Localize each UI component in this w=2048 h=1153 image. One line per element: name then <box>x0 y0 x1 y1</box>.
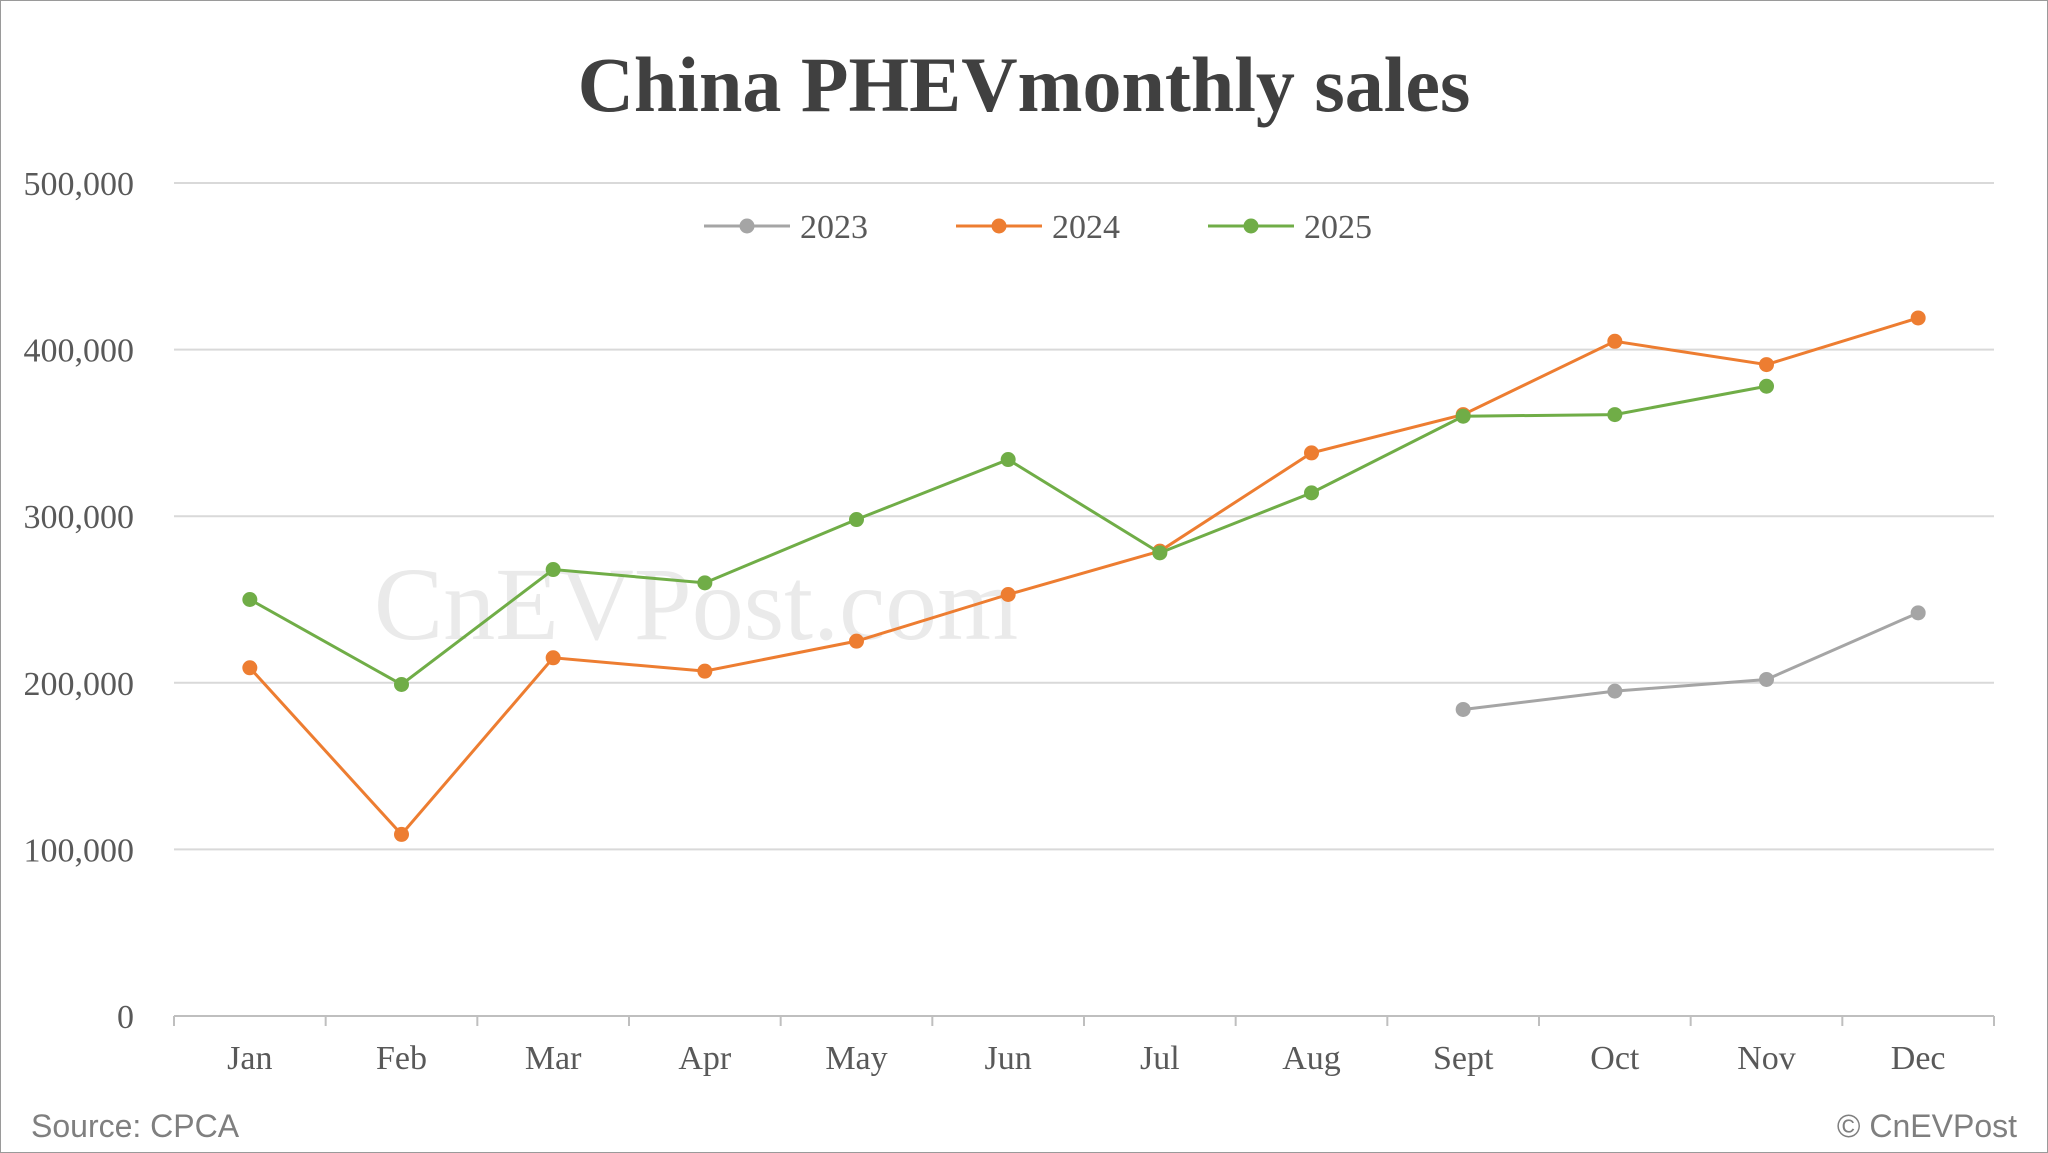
copyright-note: © CnEVPost <box>1837 1108 2017 1144</box>
data-point <box>1152 545 1168 561</box>
x-tick-label: May <box>825 1040 887 1077</box>
data-point <box>394 826 409 842</box>
data-point <box>545 562 561 578</box>
y-tick-label: 400,000 <box>24 333 135 370</box>
data-point <box>697 575 713 591</box>
x-tick-label: Apr <box>678 1040 732 1077</box>
y-tick-label: 200,000 <box>24 666 135 703</box>
data-point <box>1759 378 1774 394</box>
series-2023 <box>1455 605 1926 717</box>
chart-title: China PHEVmonthly sales <box>578 41 1471 128</box>
data-point <box>1607 407 1623 423</box>
legend-item-2025: 2025 <box>1208 209 1372 246</box>
data-point <box>697 663 713 679</box>
legend: 2023 2024 2025 <box>704 209 1372 246</box>
x-tick-label: Sept <box>1433 1040 1494 1077</box>
y-tick-label: 500,000 <box>24 166 135 203</box>
x-axis-tick-labels: Jan Feb Mar Apr May Jun Jul Aug Sept Oct Nov Dec <box>227 1040 1945 1077</box>
legend-label: 2024 <box>1052 209 1120 246</box>
data-point <box>1455 408 1471 424</box>
data-point <box>1304 445 1319 461</box>
x-tick-label: Oct <box>1590 1040 1640 1077</box>
data-point <box>242 660 258 676</box>
legend-label: 2025 <box>1304 209 1372 246</box>
x-tick-label: Mar <box>525 1040 582 1077</box>
x-tick-label: Aug <box>1282 1040 1341 1077</box>
x-tick-label: Feb <box>376 1040 427 1077</box>
legend-marker <box>1243 218 1259 234</box>
x-tick-label: Jul <box>1140 1040 1180 1077</box>
data-point <box>242 592 258 607</box>
data-point <box>394 676 409 692</box>
data-point <box>1607 333 1623 349</box>
x-axis <box>173 1015 1995 1026</box>
y-axis-tick-labels: 0 100,000 200,000 300,000 400,000 500,000 <box>24 166 135 1036</box>
legend-item-2023: 2023 <box>704 209 868 246</box>
watermark: CnEVPost.com <box>374 547 1018 662</box>
gridlines <box>174 182 1994 851</box>
legend-label: 2023 <box>800 209 868 246</box>
x-tick-label: Jun <box>985 1040 1032 1077</box>
x-tick-label: Jan <box>227 1040 272 1077</box>
series-line-2024 <box>248 316 1919 837</box>
data-point <box>545 650 561 666</box>
data-point <box>1759 357 1774 373</box>
legend-marker <box>991 218 1007 234</box>
data-point <box>1304 485 1319 501</box>
series-lines <box>242 310 1926 842</box>
legend-marker <box>739 218 755 234</box>
data-point <box>1455 701 1471 717</box>
data-point <box>849 512 864 528</box>
data-point <box>1910 310 1926 326</box>
x-tick-label: Nov <box>1737 1040 1796 1077</box>
data-point <box>1607 683 1623 699</box>
source-note: Source: CPCA <box>31 1108 240 1144</box>
data-point <box>1910 605 1926 621</box>
data-point <box>1000 587 1016 603</box>
y-tick-label: 300,000 <box>24 499 135 536</box>
y-tick-label: 0 <box>117 999 134 1036</box>
data-point <box>1000 452 1016 468</box>
legend-item-2024: 2024 <box>956 209 1120 246</box>
series-2025 <box>242 378 1774 692</box>
x-tick-label: Dec <box>1891 1040 1946 1077</box>
series-line-2023 <box>1462 611 1919 711</box>
data-point <box>1759 671 1774 687</box>
data-point <box>849 633 864 649</box>
y-tick-label: 100,000 <box>24 832 135 869</box>
